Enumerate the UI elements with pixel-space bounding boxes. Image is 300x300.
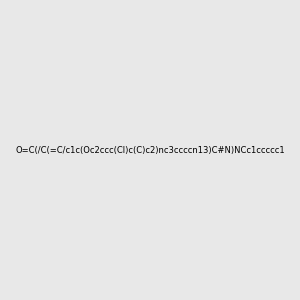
Text: O=C(/C(=C/c1c(Oc2ccc(Cl)c(C)c2)nc3ccccn13)C#N)NCc1ccccc1: O=C(/C(=C/c1c(Oc2ccc(Cl)c(C)c2)nc3ccccn1… xyxy=(15,146,285,154)
